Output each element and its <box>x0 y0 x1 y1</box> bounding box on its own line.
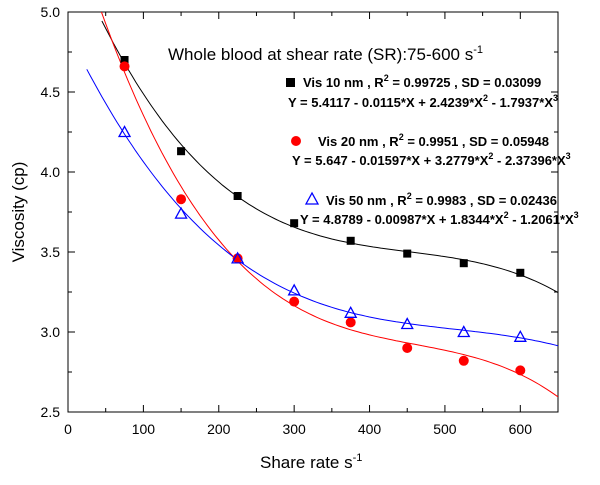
point-vis-20-nm <box>458 355 469 366</box>
legend-equation-vis-50nm: Y = 4.8789 - 0.00987*X + 1.8344*X2 - 1.2… <box>300 210 579 227</box>
legend-entry-vis-50nm: Vis 50 nm , R2 = 0.9983 , SD = 0.02436 Y… <box>300 191 579 227</box>
y-tick-label: 2.5 <box>41 404 61 420</box>
point-vis-20-nm <box>232 253 243 264</box>
point-vis-20-nm <box>515 365 526 376</box>
y-tick-label: 4.0 <box>41 164 61 180</box>
point-vis-50-nm <box>231 251 245 264</box>
x-axis-title: Share rate s-1 <box>260 452 362 472</box>
point-vis-50-nm <box>287 283 301 296</box>
x-tick-label: 200 <box>207 421 231 437</box>
fit-line-vis-10-nm <box>101 20 558 293</box>
point-vis-10-nm <box>177 147 186 156</box>
point-vis-50-nm <box>117 125 132 138</box>
point-vis-50-nm <box>513 329 527 342</box>
fit-line-vis-50-nm <box>86 69 558 347</box>
point-vis-10-nm <box>120 56 129 64</box>
legend-marker-circle <box>291 136 301 146</box>
point-vis-50-nm <box>400 317 414 330</box>
x-tick-label: 500 <box>433 421 457 437</box>
point-vis-50-nm <box>174 206 188 219</box>
x-tick-label: 300 <box>282 421 306 437</box>
chart-title: Whole blood at shear rate (SR):75-600 s-… <box>168 44 483 64</box>
y-tick-label: 4.5 <box>41 84 61 100</box>
x-tick-label: 0 <box>64 421 72 437</box>
fit-line-vis-20-nm <box>100 12 558 398</box>
y-axis-ticks: 2.5 3.0 3.5 4.0 4.5 5.0 <box>41 4 558 420</box>
data-markers <box>117 56 527 376</box>
point-vis-20-nm <box>176 194 187 205</box>
y-tick-label: 5.0 <box>41 4 61 20</box>
point-vis-10-nm <box>403 249 412 258</box>
point-vis-20-nm <box>119 61 130 72</box>
legend-marker-triangle <box>304 191 320 205</box>
x-axis-ticks: 0 100 200 300 400 500 600 <box>64 12 532 437</box>
point-vis-10-nm <box>459 259 468 268</box>
y-tick-label: 3.0 <box>41 324 61 340</box>
point-vis-10-nm <box>290 219 299 228</box>
x-tick-label: 100 <box>132 421 156 437</box>
legend: Vis 10 nm , R2 = 0.99725 , SD = 0.03099 … <box>286 73 579 227</box>
point-vis-50-nm <box>344 305 358 318</box>
point-vis-10-nm <box>233 192 242 200</box>
point-vis-10-nm <box>346 236 355 245</box>
x-tick-label: 400 <box>358 421 382 437</box>
y-tick-label: 3.5 <box>41 244 61 260</box>
legend-entry-vis-10nm: Vis 10 nm , R2 = 0.99725 , SD = 0.03099 … <box>286 73 558 110</box>
legend-entry-vis-20nm: Vis 20 nm , R2 = 0.9951 , SD = 0.05948 Y… <box>291 132 571 168</box>
x-tick-label: 600 <box>509 421 533 437</box>
point-vis-10-nm <box>516 268 525 277</box>
legend-label-vis-50nm: Vis 50 nm , R2 = 0.9983 , SD = 0.02436 <box>326 191 557 208</box>
x-axis-title-superscript: -1 <box>353 452 363 464</box>
point-vis-50-nm <box>457 325 471 338</box>
legend-label-vis-20nm: Vis 20 nm , R2 = 0.9951 , SD = 0.05948 <box>318 132 549 149</box>
chart-title-superscript: -1 <box>473 44 483 56</box>
point-vis-20-nm <box>345 317 356 328</box>
legend-marker-square <box>286 78 295 87</box>
y-axis-title: Viscosity (cp) <box>9 162 28 263</box>
fit-lines <box>86 12 558 398</box>
legend-equation-vis-20nm: Y = 5.647 - 0.01597*X + 3.2779*X2 - 2.37… <box>292 151 571 168</box>
point-vis-20-nm <box>289 296 300 307</box>
point-vis-20-nm <box>402 343 413 353</box>
legend-equation-vis-10nm: Y = 5.4117 - 0.0115*X + 2.4239*X2 - 1.79… <box>288 93 558 110</box>
legend-label-vis-10nm: Vis 10 nm , R2 = 0.99725 , SD = 0.03099 <box>303 73 541 90</box>
